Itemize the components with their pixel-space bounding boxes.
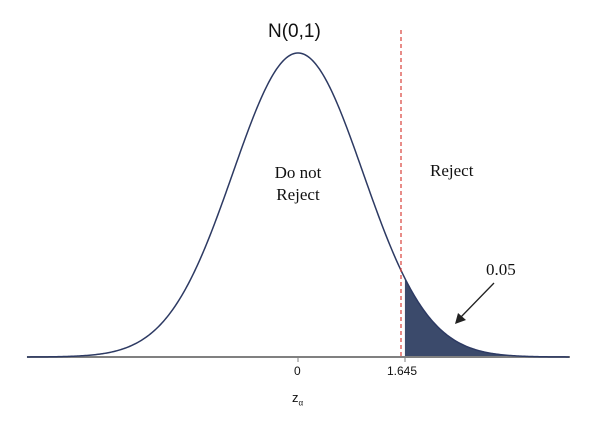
tick-label-1645: 1.645 (387, 364, 418, 378)
x-axis-label: zα (292, 390, 303, 408)
density-curve (26, 52, 570, 358)
alpha-label: 0.05 (486, 260, 516, 279)
do-not-reject-line1: Do not (274, 163, 322, 182)
x-axis-label-main: z (292, 390, 299, 405)
chart-title: N(0,1) (268, 21, 321, 42)
rejection-region-fill (404, 278, 570, 357)
arrow-shaft (459, 282, 495, 319)
x-axis-label-sub: α (298, 398, 304, 408)
arrow-head-icon (455, 313, 466, 324)
tick-label-0: 0 (294, 364, 301, 378)
do-not-reject-line2: Reject (276, 185, 320, 204)
do-not-reject-label: Do not Reject (266, 162, 330, 206)
reject-label: Reject (430, 161, 474, 180)
